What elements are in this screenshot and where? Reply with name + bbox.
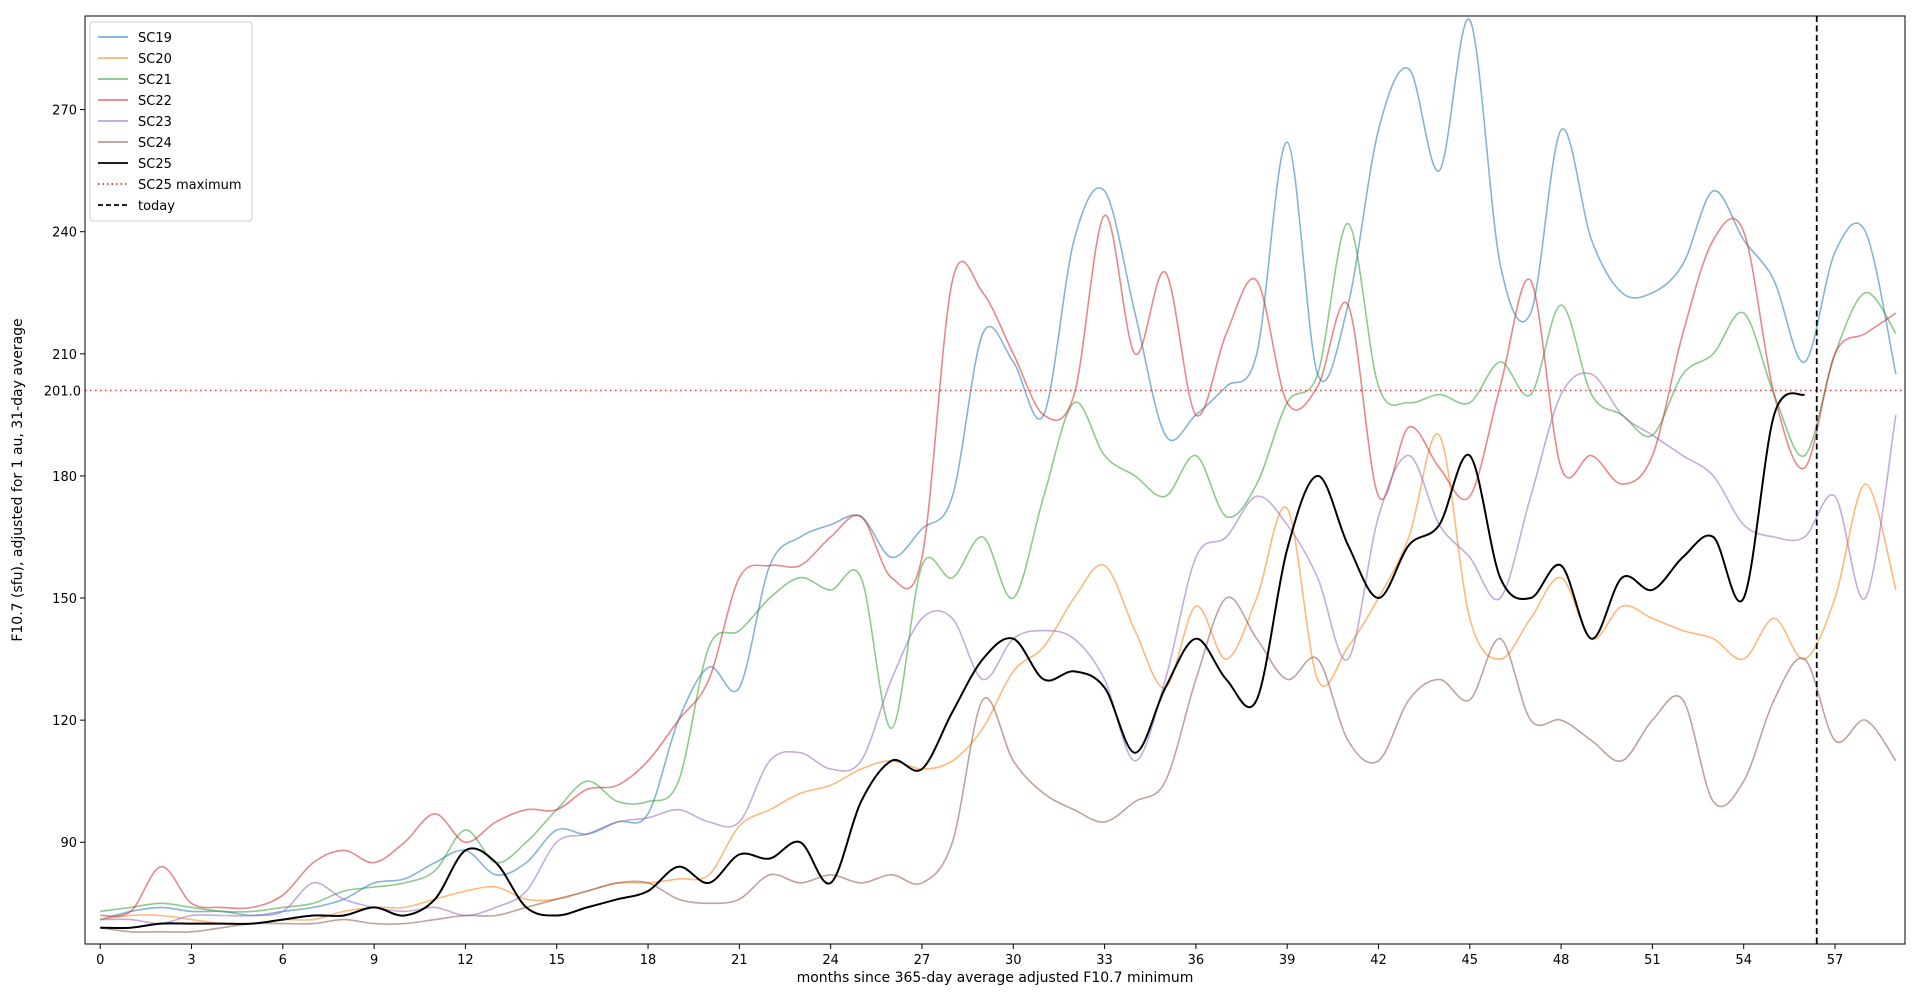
legend-label-sc23: SC23 [138, 115, 172, 130]
series-sc22 [100, 214, 1897, 918]
x-tick-label: 57 [1827, 953, 1844, 968]
x-tick-label: 54 [1735, 953, 1752, 968]
y-axis: 90 120 150 180 210 240 270 [52, 104, 85, 851]
x-tick-label: 18 [640, 953, 657, 968]
x-tick-label: 6 [279, 953, 287, 968]
y-tick-label: 210 [52, 348, 77, 363]
x-tick-label: 0 [96, 953, 104, 968]
legend-label-sc21: SC21 [138, 73, 172, 88]
legend-label-sc24: SC24 [138, 136, 172, 151]
legend: SC19 SC20 SC21 SC22 SC23 SC24 SC25 SC25 maximum… [89, 21, 253, 222]
x-tick-label: 15 [548, 953, 565, 968]
x-tick-label: 21 [731, 953, 748, 968]
series-layer [85, 16, 1905, 944]
x-tick-label: 39 [1279, 953, 1296, 968]
x-tick-label: 33 [1096, 953, 1113, 968]
x-tick-label: 3 [187, 953, 195, 968]
sc25-max-label: 201.0 [44, 384, 81, 399]
x-tick-label: 9 [370, 953, 378, 968]
series-sc23 [100, 372, 1897, 925]
annotation-layer: 201.0 [44, 384, 81, 399]
series-sc20 [100, 433, 1897, 925]
y-tick-label: 240 [52, 226, 77, 241]
legend-label-sc19: SC19 [138, 31, 172, 46]
legend-label-sc25: SC25 [138, 157, 172, 172]
x-tick-label: 45 [1462, 953, 1479, 968]
series-sc25 [100, 392, 1806, 930]
x-tick-label: 36 [1188, 953, 1205, 968]
x-tick-label: 27 [914, 953, 931, 968]
plot-frame [84, 15, 1906, 945]
x-tick-label: 42 [1370, 953, 1387, 968]
series-sc21 [100, 222, 1897, 913]
legend-box [89, 21, 253, 222]
x-tick-label: 12 [457, 953, 474, 968]
legend-label-sc22: SC22 [138, 94, 172, 109]
y-tick-label: 270 [52, 104, 77, 119]
series-sc24 [100, 596, 1897, 933]
x-tick-label: 24 [822, 953, 839, 968]
legend-label-sc20: SC20 [138, 52, 172, 67]
x-axis: 0 3 6 9 12 15 18 21 24 27 30 33 36 39 42 45 48 51 54 57 [96, 944, 1843, 968]
y-tick-label: 120 [52, 714, 77, 729]
x-tick-label: 48 [1553, 953, 1570, 968]
series-sc19 [99, 18, 1897, 921]
y-tick-label: 180 [52, 470, 77, 485]
x-tick-label: 51 [1644, 953, 1661, 968]
x-tick-label: 30 [1005, 953, 1022, 968]
y-axis-label: F10.7 (sfu), adjusted for 1 au, 31-day a… [10, 318, 26, 641]
y-tick-label: 150 [52, 592, 77, 607]
y-tick-label: 90 [60, 836, 77, 851]
x-axis-label: months since 365-day average adjusted F1… [797, 970, 1194, 986]
legend-label-today: today [138, 199, 175, 214]
legend-label-sc25-maximum: SC25 maximum [138, 178, 242, 193]
